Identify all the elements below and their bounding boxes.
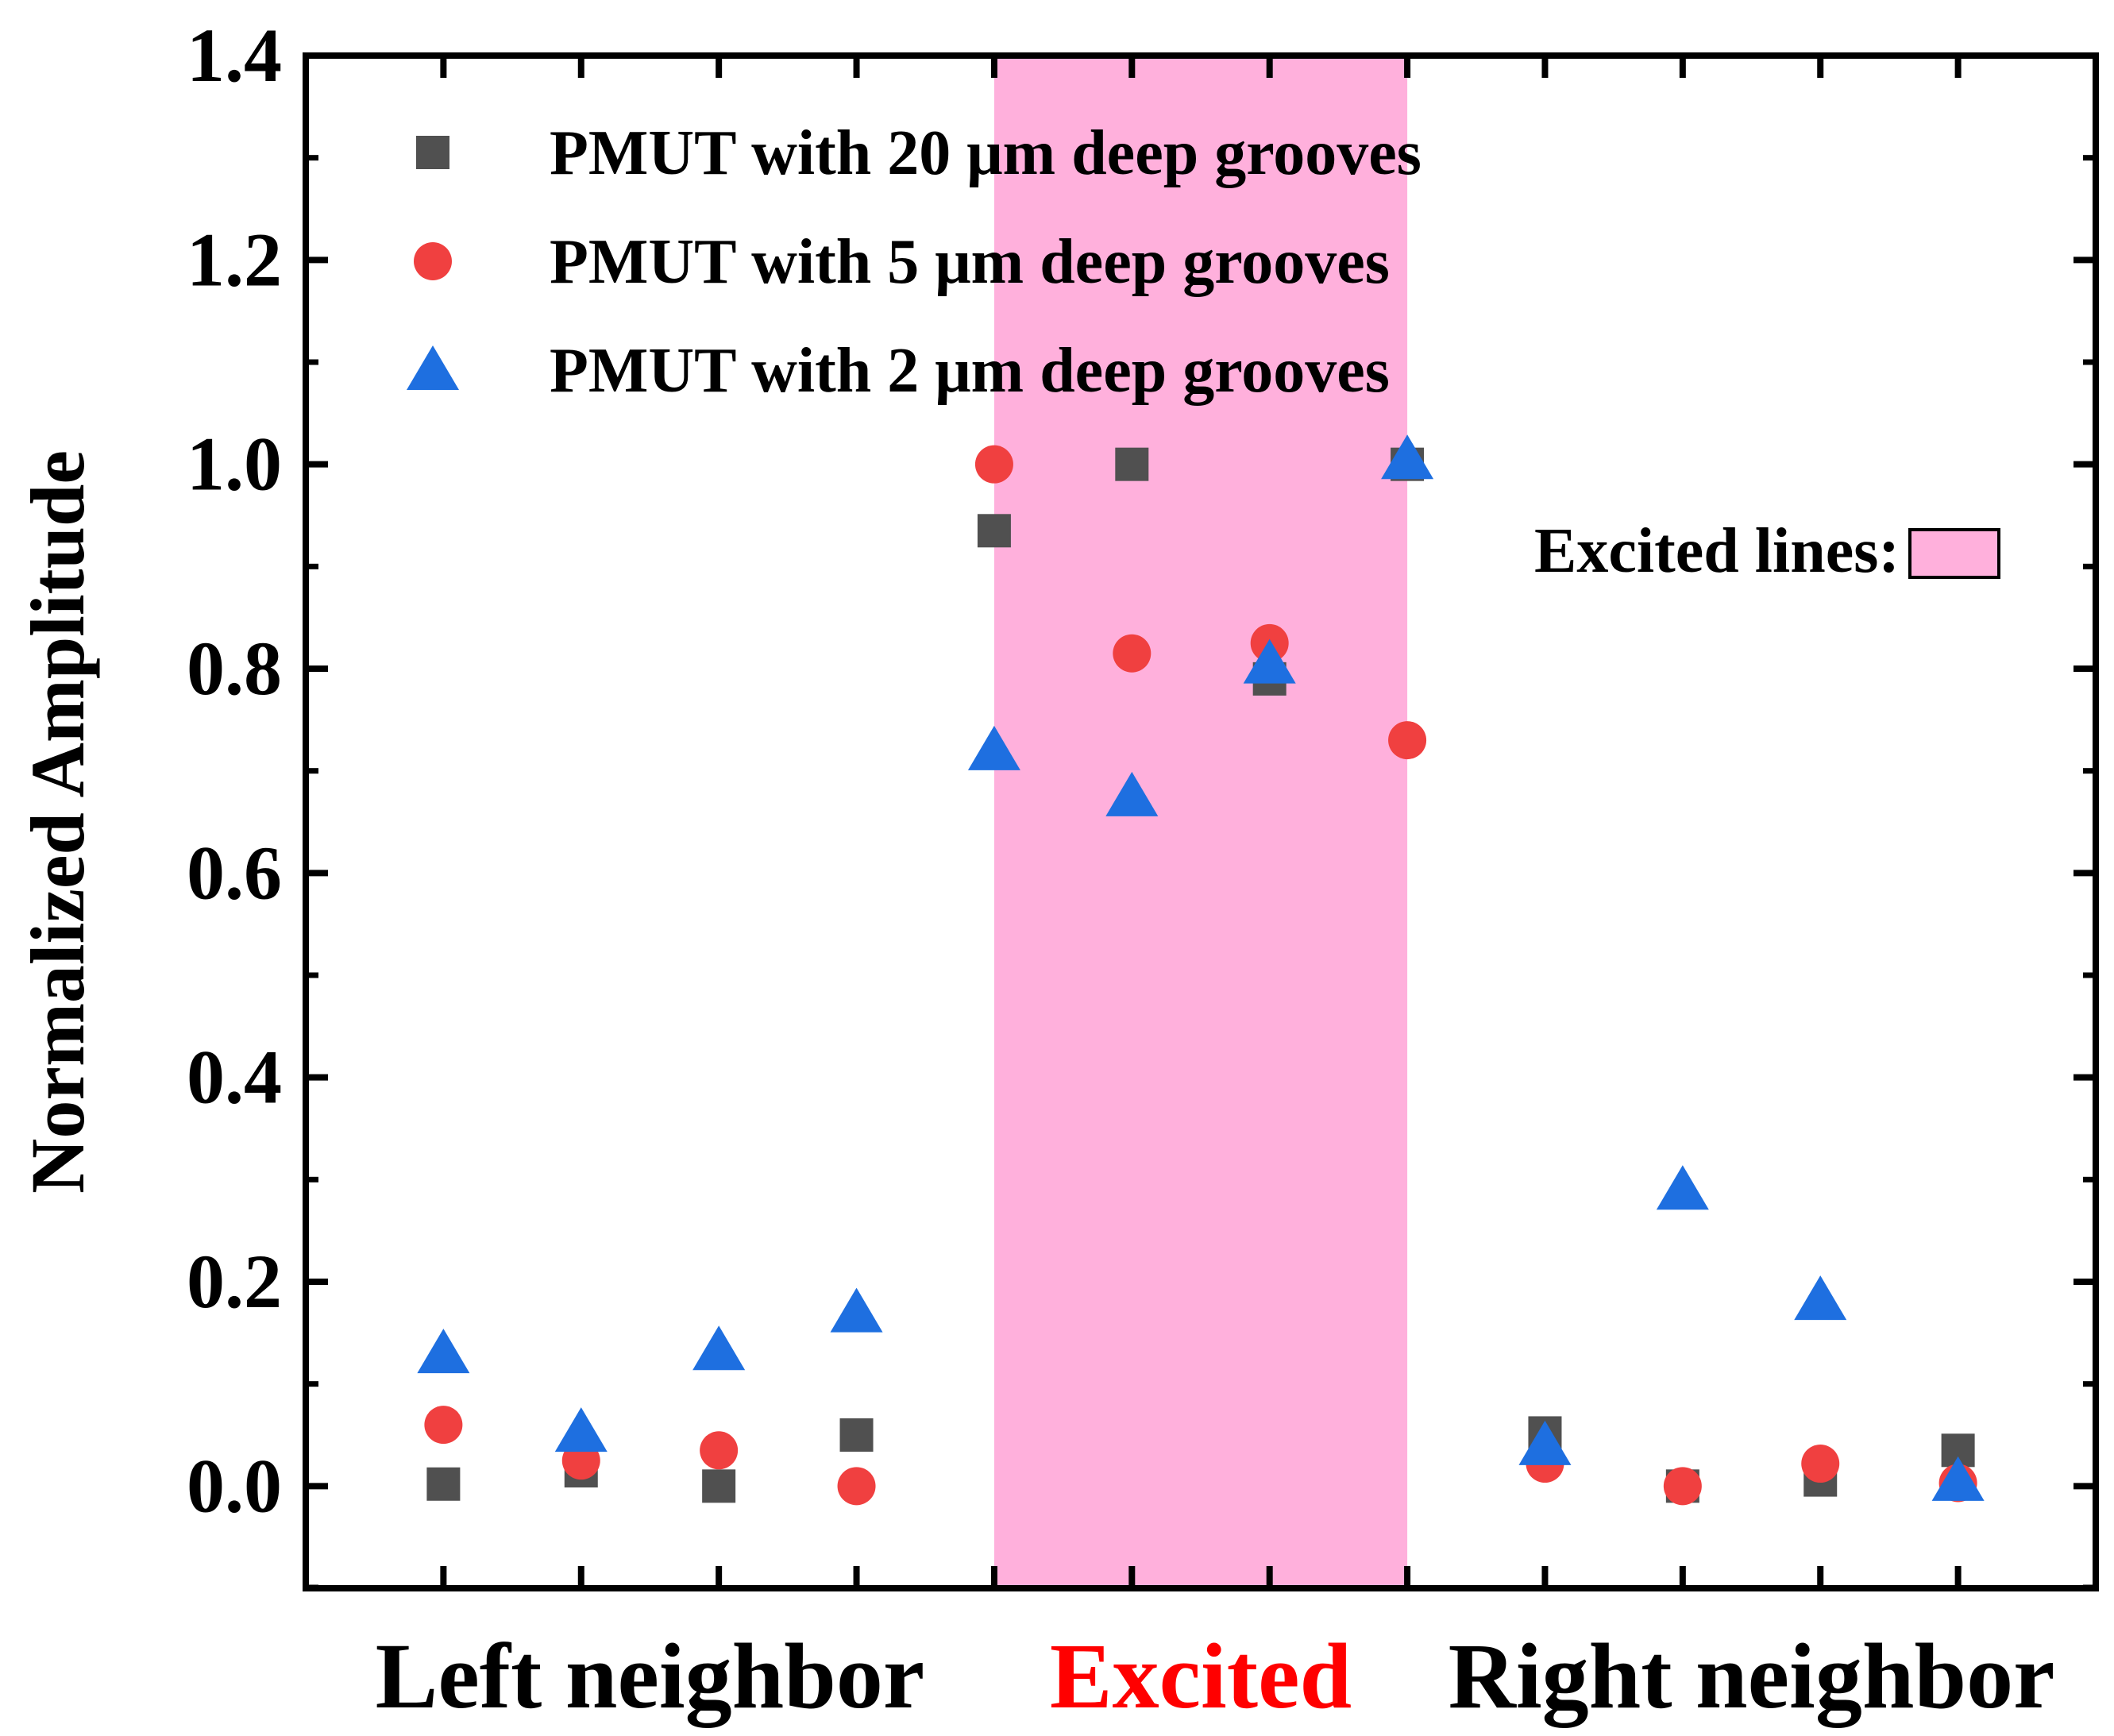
triangle-point [967,725,1020,770]
series-triangle [417,434,1985,1501]
y-tick-label: 0.6 [187,830,282,915]
circle-point [424,1406,463,1445]
y-tick-label: 0.2 [187,1239,282,1324]
excited-lines-swatch [1908,528,2000,579]
triangle-point [417,1329,470,1374]
triangle-point [692,1325,746,1371]
circle-point [974,445,1013,484]
circle-point [837,1467,876,1506]
square-point [977,514,1011,548]
legend-circle-icon [414,242,452,280]
y-tick-label: 1.2 [187,217,282,302]
triangle-point [1656,1165,1709,1210]
data-points [417,434,1985,1506]
triangle-point [1105,771,1159,816]
triangle-point [1931,1456,1985,1501]
y-tick-labels: 0.0 0.2 0.4 0.6 0.8 1.0 1.2 1.4 [187,13,282,1528]
triangle-point [1518,1420,1572,1465]
circle-point [1663,1467,1702,1506]
y-axis-title: Normalized Amplitude [15,450,100,1194]
circle-point [1113,634,1152,673]
y-tick-label: 1.4 [187,13,282,98]
x-group-label: Excited [1050,1624,1352,1728]
circle-point [700,1431,739,1470]
square-point [839,1418,874,1452]
excited-region-highlight [993,56,1408,1588]
y-tick-label: 0.0 [187,1443,282,1528]
legend: PMUT with 20 μm deep grooves PMUT with 5 … [407,118,1422,406]
triangle-point [1381,434,1434,480]
y-tick-label: 0.4 [187,1035,282,1120]
triangle-point [1794,1275,1847,1321]
legend-triangle-icon [407,345,459,390]
legend-entry-label: PMUT with 2 μm deep grooves [550,336,1390,406]
axis-ticks [306,52,2096,1591]
excited-lines-label: Excited lines: [1534,516,1900,586]
y-tick-label: 1.0 [187,422,282,507]
excited-lines-annotation: Excited lines: [1534,516,2000,586]
circle-point [1388,721,1427,760]
legend-square-icon [416,136,449,169]
square-point [702,1469,736,1503]
x-group-labels: Left neighbor Excited Right neighbor [376,1624,2055,1728]
square-point [1115,447,1149,481]
circle-point [1801,1445,1840,1483]
legend-entry-label: PMUT with 20 μm deep grooves [550,118,1422,188]
triangle-point [1243,638,1296,684]
triangle-point [554,1407,608,1452]
x-group-label: Right neighbor [1449,1624,2055,1728]
square-point [426,1467,461,1501]
triangle-point [830,1287,883,1333]
plot-frame [303,52,2099,1591]
legend-entry-label: PMUT with 5 μm deep grooves [550,227,1390,297]
excited-region-band [993,56,1408,1588]
x-group-label: Left neighbor [376,1624,925,1728]
y-tick-label: 0.8 [187,626,282,711]
